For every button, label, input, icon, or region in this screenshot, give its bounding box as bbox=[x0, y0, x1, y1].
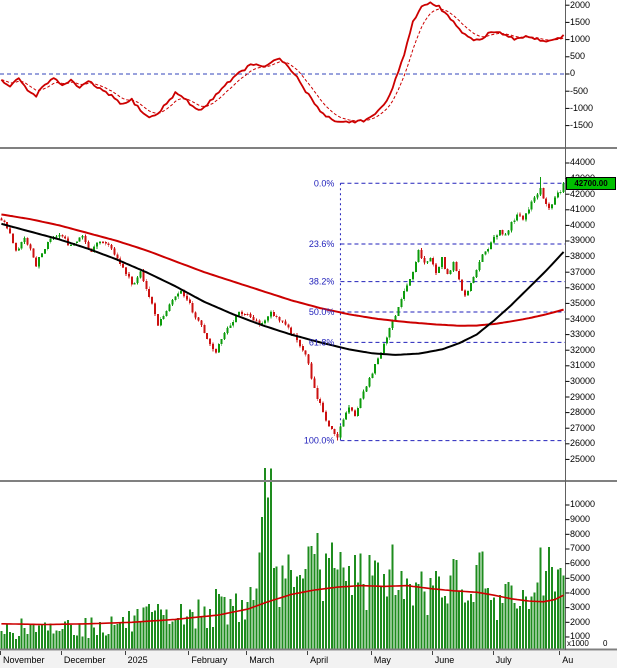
axis-tick-label: 29000 bbox=[570, 391, 596, 402]
axis-tick-label: -1500 bbox=[570, 120, 594, 131]
axis-tick-label: 7000 bbox=[570, 543, 591, 554]
month-label: July bbox=[495, 655, 512, 665]
month-label: Au bbox=[562, 655, 574, 665]
axis-tick-label: -500 bbox=[570, 85, 589, 96]
axis-tick-label: 36000 bbox=[570, 282, 596, 293]
axis-tick-label: 44000 bbox=[570, 157, 596, 168]
month-label: June bbox=[434, 655, 455, 665]
month-tick bbox=[370, 651, 372, 655]
axis-tick-label: 31000 bbox=[570, 360, 596, 371]
month-tick bbox=[431, 651, 433, 655]
axis-tick-label: 5000 bbox=[570, 572, 591, 583]
axis-tick-label: 6000 bbox=[570, 558, 591, 569]
panel-borders bbox=[0, 0, 617, 651]
slow-ma-red bbox=[1, 213, 564, 327]
oscillator-panel bbox=[0, 1, 565, 124]
month-label: April bbox=[310, 655, 329, 665]
price-panel: 0.0% 23.6% 38.2% 50.0% 61.8% 100.0% bbox=[0, 177, 565, 446]
month-tick bbox=[188, 651, 190, 655]
axis-tick-label: -1000 bbox=[570, 102, 594, 113]
oscillator-line bbox=[0, 1, 565, 124]
month-tick bbox=[559, 651, 561, 655]
axis-tick-label: 10000 bbox=[570, 499, 596, 510]
last-price-tag: 42700.00 bbox=[566, 177, 616, 190]
axis-tick-label: 500 bbox=[570, 51, 586, 62]
axis-tick-label: 32000 bbox=[570, 344, 596, 355]
fast-ma-black bbox=[1, 222, 565, 356]
axis-tick-label: 1000 bbox=[570, 631, 591, 642]
axis-tick-label: 42000 bbox=[570, 188, 596, 199]
month-tick bbox=[246, 651, 248, 655]
month-label: November bbox=[3, 655, 45, 665]
axis-tick-label: 37000 bbox=[570, 266, 596, 277]
axis-tick-label: 35000 bbox=[570, 297, 596, 308]
fib-label: 23.6% bbox=[309, 239, 335, 249]
volume-ma-line bbox=[1, 584, 564, 626]
volume-zero-label: 0 bbox=[603, 639, 608, 648]
volume-panel bbox=[0, 467, 565, 649]
axis-tick-label: 8000 bbox=[570, 528, 591, 539]
axis-tick-label: 33000 bbox=[570, 329, 596, 340]
month-tick bbox=[60, 651, 62, 655]
candlesticks bbox=[0, 177, 565, 441]
axis-tick-label: 2000 bbox=[570, 616, 591, 627]
fib-label: 61.8% bbox=[309, 337, 335, 347]
axis-tick-label: 9000 bbox=[570, 514, 591, 525]
fib-label: 50.0% bbox=[309, 307, 335, 317]
axis-tick-label: 3000 bbox=[570, 602, 591, 613]
oscillator-signal-line bbox=[1, 8, 564, 122]
axis-tick-label: 2000 bbox=[570, 0, 591, 10]
axis-tick-label: 28000 bbox=[570, 407, 596, 418]
month-label: May bbox=[373, 655, 391, 665]
axis-tick-label: 25000 bbox=[570, 453, 596, 464]
last-price-value: 42700.00 bbox=[574, 179, 608, 188]
axis-tick-label: 1000 bbox=[570, 34, 591, 45]
volume-unit-label: x1000 bbox=[567, 639, 589, 648]
axis-tick-label: 1500 bbox=[570, 16, 591, 27]
month-tick bbox=[307, 651, 309, 655]
fib-label: 38.2% bbox=[309, 277, 335, 287]
fib-label: 0.0% bbox=[314, 178, 335, 188]
time-axis-scale[interactable]: November December 2025 February March April Ma… bbox=[0, 651, 617, 668]
axis-tick-label: 40000 bbox=[570, 219, 596, 230]
axis-tick-label: 27000 bbox=[570, 422, 596, 433]
axis-tick-label: 26000 bbox=[570, 438, 596, 449]
month-tick bbox=[0, 651, 1, 655]
month-label: March bbox=[249, 655, 275, 665]
axis-tick-label: 0 bbox=[570, 68, 576, 79]
month-tick bbox=[124, 651, 126, 655]
price-axis-scale[interactable]: 2000150010005000-500-1000-15004400043000… bbox=[565, 0, 617, 650]
axis-tick-label: 38000 bbox=[570, 251, 596, 262]
month-label: December bbox=[63, 655, 106, 665]
axis-tick-label: 4000 bbox=[570, 587, 591, 598]
fib-label: 100.0% bbox=[304, 436, 335, 446]
axis-tick-label: 34000 bbox=[570, 313, 596, 324]
axis-tick-label: 30000 bbox=[570, 375, 596, 386]
month-tick bbox=[492, 651, 494, 655]
month-label: 2025 bbox=[127, 655, 148, 665]
month-label: February bbox=[191, 655, 228, 665]
axis-tick-label: 41000 bbox=[570, 204, 596, 215]
axis-tick-label: 39000 bbox=[570, 235, 596, 246]
